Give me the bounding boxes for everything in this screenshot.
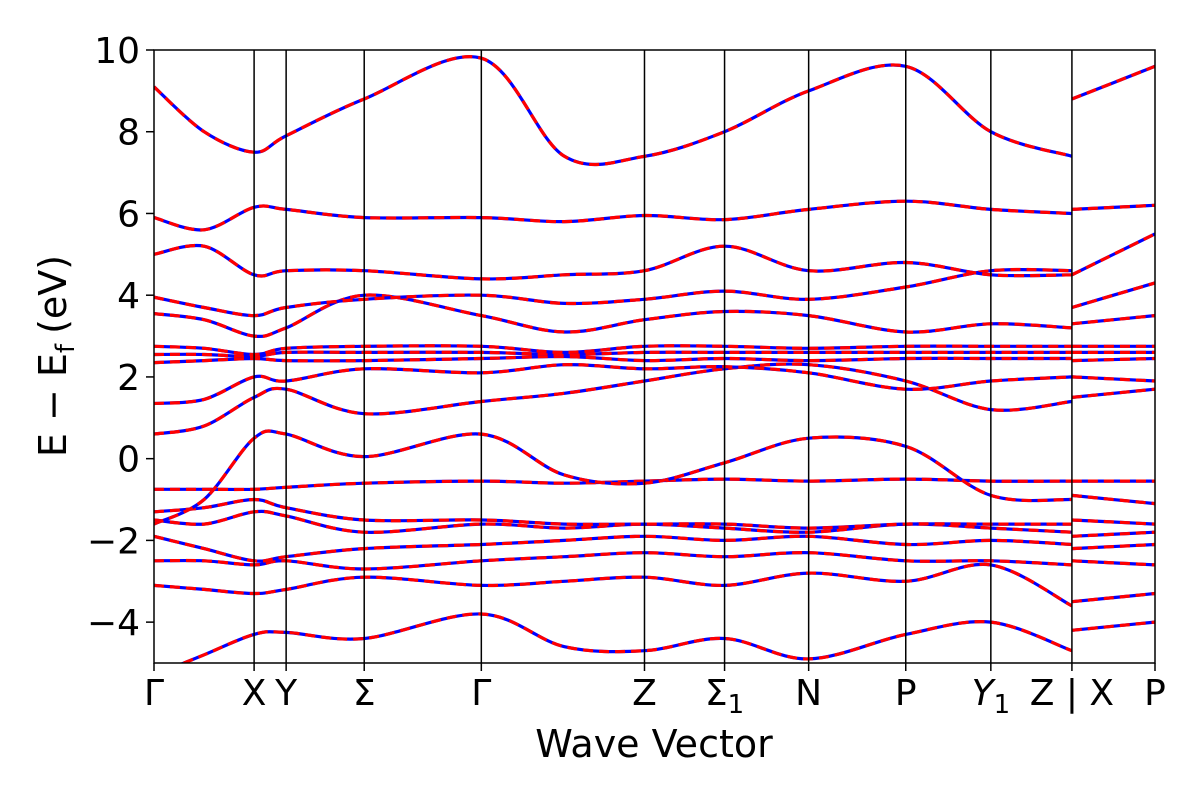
band-9-dashed-line: [154, 363, 1155, 406]
x-axis-label: Wave Vector: [535, 722, 773, 766]
band-7-dashed-line: [154, 429, 1155, 526]
y-tick-label: 8: [117, 113, 140, 154]
x-tick-label: N: [795, 673, 822, 714]
band-15-dashed-line: [154, 232, 1155, 281]
x-tick-label: Z | X: [1030, 673, 1114, 714]
band-16-dashed-line: [154, 199, 1155, 232]
band-18-dashed-line: [179, 612, 1155, 663]
band-1-dashed-line: [154, 562, 1155, 608]
band-6-dashed-line: [154, 477, 1155, 492]
x-tick-label: X: [242, 673, 267, 714]
band-15-solid-line: [154, 232, 1155, 281]
band-3-dashed-line: [154, 534, 1155, 563]
x-tick-label: Y: [274, 673, 298, 714]
band-10-dashed-line: [154, 354, 1155, 365]
x-tick-label: Γ: [471, 673, 491, 714]
band-13-dashed-line: [154, 293, 1155, 338]
x-tick-label: Γ: [144, 673, 164, 714]
y-tick-label: 6: [117, 194, 140, 235]
y-tick-label: 2: [117, 358, 140, 399]
band-18-solid-line: [179, 612, 1155, 663]
y-tick-label: 10: [94, 31, 140, 72]
band-8-solid-line: [154, 362, 1155, 436]
x-tick-label: Y1: [972, 673, 1011, 720]
x-axis-ticks: Γ X Y Σ Γ Z Σ1 N P Y1 Z | X P: [144, 663, 1166, 720]
band-2-dashed-line: [154, 551, 1155, 571]
y-axis-label: E − Ef (eV): [31, 255, 81, 457]
y-tick-label: 4: [117, 276, 140, 317]
y-tick-label: 0: [117, 440, 140, 481]
band-12-dashed-line: [154, 344, 1155, 357]
band-8-dashed-line: [154, 362, 1155, 436]
band-5-dashed-line: [154, 497, 1155, 530]
band-14-dashed-line: [154, 267, 1155, 318]
x-tick-label: Σ1: [705, 673, 744, 720]
band-16-solid-line: [154, 199, 1155, 232]
x-tick-label: P: [895, 673, 917, 714]
band-9-solid-line: [154, 363, 1155, 406]
band-11-dashed-line: [154, 350, 1155, 359]
plot-frame: [153, 49, 1156, 664]
band-17-dashed-line: [154, 55, 1155, 167]
y-axis-ticks: −4 −2 0 2 4 6 8 10: [87, 31, 154, 644]
y-axis-label-main: E − E: [31, 353, 75, 457]
y-tick-label: −2: [87, 521, 140, 562]
k-point-lines: [253, 50, 1073, 663]
x-tick-label: P: [1144, 673, 1166, 714]
x-tick-label: Σ: [353, 673, 376, 714]
y-tick-label: −4: [87, 603, 140, 644]
band-17-solid-line: [154, 55, 1155, 167]
x-tick-label: Z: [632, 673, 657, 714]
band-lines: [154, 55, 1155, 663]
y-axis-label-unit: (eV): [31, 255, 75, 334]
band-13-solid-line: [154, 293, 1155, 338]
y-axis-label-subscript: f: [51, 343, 81, 353]
